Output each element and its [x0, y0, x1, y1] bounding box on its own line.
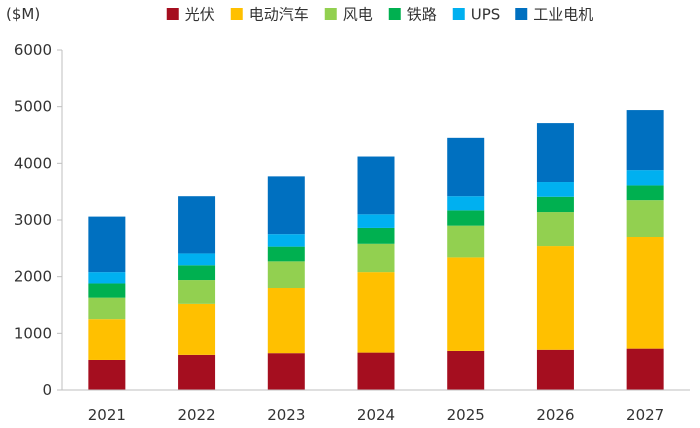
- bar-stack-2023: [267, 176, 305, 390]
- bar-segment-2027-series-4: [626, 170, 664, 186]
- bar-segment-2021-series-5: [88, 216, 126, 273]
- legend: 光伏 电动汽车 风电 铁路 UPS 工业电机: [166, 6, 593, 24]
- bar-segment-2021-series-2: [88, 297, 126, 320]
- bar-segment-2025-series-3: [447, 210, 485, 226]
- legend-item-1: 电动汽车: [230, 6, 309, 24]
- bar-segment-2024-series-3: [357, 227, 395, 244]
- legend-label: 铁路: [407, 6, 437, 24]
- bar-segment-2022-series-2: [178, 280, 216, 304]
- bar-stack-2024: [357, 156, 395, 390]
- bar-stack-2025: [447, 137, 485, 390]
- bar-segment-2022-series-1: [178, 303, 216, 355]
- legend-label: 工业电机: [533, 6, 593, 24]
- bar-segment-2027-series-3: [626, 185, 664, 201]
- legend-swatch: [166, 8, 179, 20]
- bar-segment-2022-series-4: [178, 253, 216, 266]
- bar-segment-2026-series-0: [536, 349, 574, 390]
- y-tick-label: 2000: [14, 268, 52, 286]
- legend-swatch: [324, 8, 337, 20]
- bar-segment-2027-series-2: [626, 200, 664, 237]
- legend-swatch: [230, 8, 243, 20]
- bar-segment-2026-series-1: [536, 246, 574, 350]
- bar-segment-2024-series-5: [357, 156, 395, 215]
- bar-segment-2024-series-1: [357, 272, 395, 353]
- x-tick-label: 2022: [177, 406, 215, 424]
- bar-segment-2026-series-2: [536, 212, 574, 247]
- bar-segment-2025-series-2: [447, 225, 485, 258]
- bar-segment-2026-series-5: [536, 123, 574, 183]
- bar-segment-2022-series-5: [178, 196, 216, 254]
- legend-item-0: 光伏: [166, 6, 215, 24]
- y-tick-label: 3000: [14, 211, 52, 229]
- bar-segment-2023-series-2: [267, 261, 305, 288]
- bar-stack-2026: [536, 123, 574, 390]
- bar-segment-2023-series-5: [267, 176, 305, 235]
- bar-stack-2021: [88, 216, 126, 390]
- bar-segment-2025-series-5: [447, 137, 485, 197]
- bar-segment-2026-series-3: [536, 196, 574, 213]
- legend-label: 光伏: [185, 6, 215, 24]
- legend-item-5: 工业电机: [515, 6, 593, 24]
- y-tick-label: 4000: [14, 154, 52, 172]
- bar-segment-2025-series-1: [447, 257, 485, 351]
- x-tick-label: 2023: [267, 406, 305, 424]
- x-tick-label: 2021: [88, 406, 126, 424]
- bar-segment-2023-series-1: [267, 288, 305, 354]
- y-tick-label: 5000: [14, 98, 52, 116]
- bar-stack-2027: [626, 110, 664, 390]
- legend-swatch: [515, 8, 528, 20]
- legend-label: UPS: [471, 6, 501, 24]
- legend-label: 风电: [343, 6, 373, 24]
- y-axis: 0 1000 2000 3000 4000 5000 6000: [14, 41, 63, 399]
- bar-segment-2021-series-1: [88, 319, 126, 360]
- legend-label: 电动汽车: [249, 6, 309, 24]
- bar-segment-2021-series-0: [88, 359, 126, 390]
- x-tick-label: 2025: [447, 406, 485, 424]
- bar-segment-2027-series-1: [626, 237, 664, 349]
- bar-segment-2026-series-4: [536, 182, 574, 197]
- bar-segment-2021-series-4: [88, 272, 126, 284]
- bars: [88, 110, 664, 390]
- bar-segment-2023-series-3: [267, 246, 305, 262]
- bar-segment-2024-series-2: [357, 243, 395, 273]
- x-tick-label: 2026: [536, 406, 574, 424]
- bar-segment-2025-series-4: [447, 196, 485, 211]
- y-tick-label: 6000: [14, 41, 52, 59]
- legend-swatch: [388, 8, 401, 20]
- legend-item-4: UPS: [452, 6, 501, 24]
- x-axis: 2021 2022 2023 2024 2025 2026 2027: [62, 389, 690, 424]
- legend-item-3: 铁路: [388, 6, 437, 24]
- bar-segment-2024-series-0: [357, 352, 395, 390]
- bar-segment-2021-series-3: [88, 283, 126, 298]
- legend-item-2: 风电: [324, 6, 373, 24]
- bar-segment-2027-series-5: [626, 110, 664, 171]
- bar-stack-2022: [178, 196, 216, 390]
- bar-segment-2024-series-4: [357, 214, 395, 228]
- bar-segment-2027-series-0: [626, 348, 664, 390]
- x-tick-label: 2027: [626, 406, 664, 424]
- y-axis-label: ($M): [6, 5, 40, 23]
- bar-segment-2025-series-0: [447, 350, 485, 390]
- bar-segment-2022-series-3: [178, 265, 216, 281]
- bar-segment-2023-series-4: [267, 234, 305, 247]
- bar-segment-2022-series-0: [178, 354, 216, 390]
- bar-segment-2023-series-0: [267, 353, 305, 390]
- y-tick-label: 1000: [14, 324, 52, 342]
- x-tick-label: 2024: [357, 406, 395, 424]
- legend-swatch: [452, 8, 465, 20]
- y-tick-label: 0: [42, 381, 52, 399]
